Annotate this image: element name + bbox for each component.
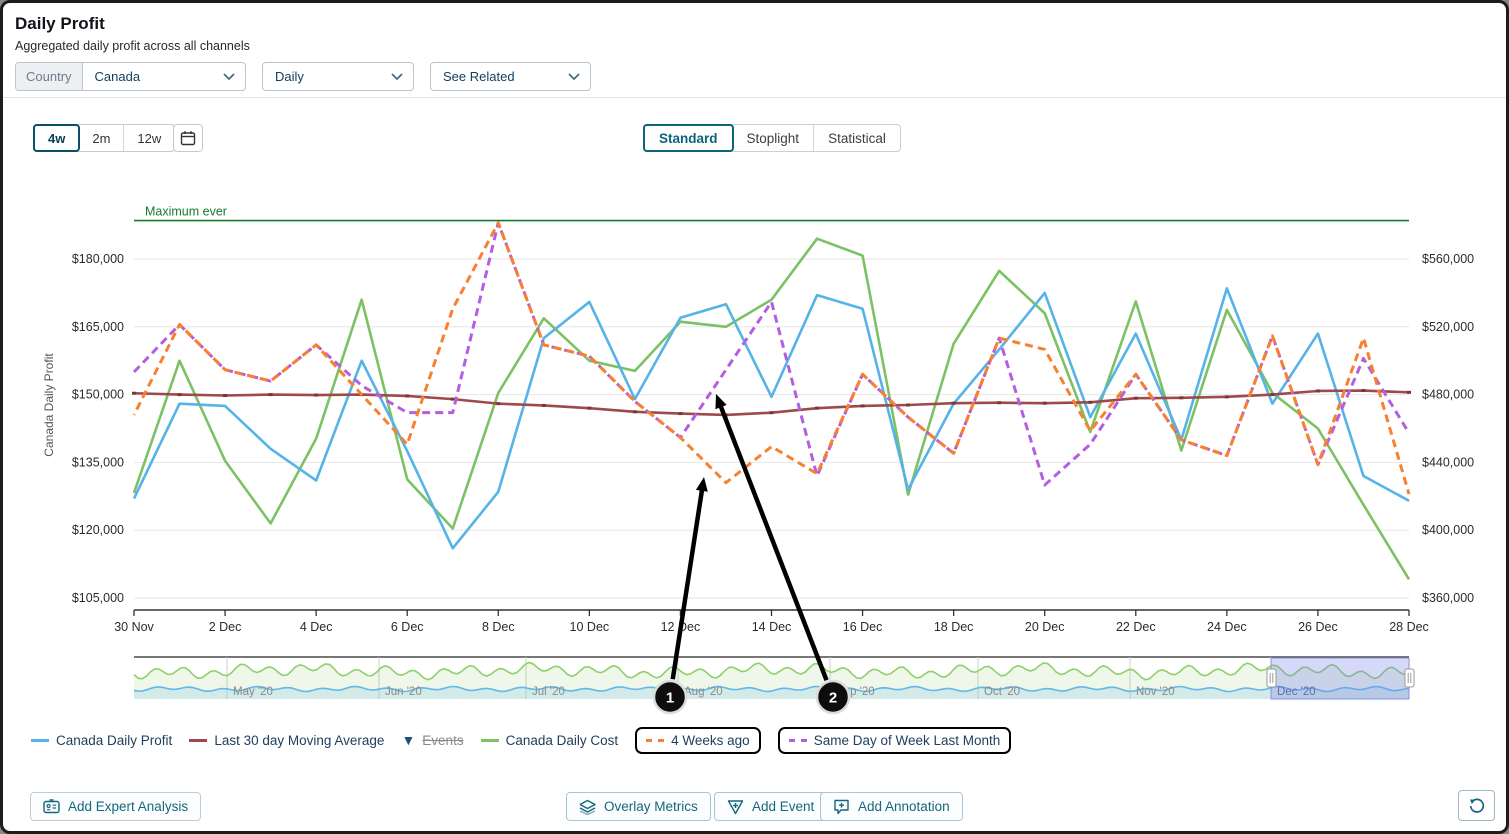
series-canada-daily-profit[interactable] [132,287,1410,550]
filter-row: Country Canada Daily See Related [15,62,591,91]
legend-item-moving-average[interactable]: Last 30 day Moving Average [189,733,384,748]
svg-text:$180,000: $180,000 [72,252,124,266]
series-same-day-of-week-last-month[interactable] [132,221,1411,487]
add-annotation-button[interactable]: Add Annotation [820,792,963,821]
svg-text:Maximum ever: Maximum ever [145,205,227,219]
minimap-month-label: Jul '20 [532,686,565,698]
calendar-icon [180,131,196,146]
add-event-button[interactable]: Add Event [714,792,828,821]
frequency-select[interactable]: Daily [262,62,414,91]
svg-text:22 Dec: 22 Dec [1116,620,1156,634]
svg-text:$360,000: $360,000 [1422,591,1474,605]
series-last-30-day-moving-average[interactable] [133,389,1410,417]
svg-text:26 Dec: 26 Dec [1298,620,1338,634]
layers-icon [579,799,596,815]
svg-text:$480,000: $480,000 [1422,388,1474,402]
series-4-weeks-ago[interactable] [132,221,1411,495]
minimap-selection[interactable] [1270,657,1410,700]
calendar-button[interactable] [173,124,203,152]
svg-text:24 Dec: 24 Dec [1207,620,1247,634]
minimap-month-label: Nov '20 [1136,686,1175,698]
tab-stoplight[interactable]: Stoplight [733,125,815,151]
series-canada-daily-cost[interactable] [132,237,1411,581]
tab-statistical[interactable]: Statistical [814,125,900,151]
svg-text:$400,000: $400,000 [1422,523,1474,537]
svg-text:2 Dec: 2 Dec [209,620,242,634]
svg-text:16 Dec: 16 Dec [843,620,883,634]
minimap-month-label: May '20 [233,686,273,698]
profit-line-swatch [31,738,49,742]
minimap-month-label: Jun '20 [385,686,422,698]
page-title: Daily Profit [15,14,105,33]
country-label: Country [16,63,83,90]
svg-text:$120,000: $120,000 [72,523,124,537]
annotation-bubble-plus-icon [834,799,849,814]
svg-text:$150,000: $150,000 [72,388,124,402]
same-day-last-month-swatch [788,738,807,742]
minimap-month-label: Dec '20 [1277,686,1316,698]
cost-line-swatch [480,738,499,742]
svg-text:18 Dec: 18 Dec [934,620,974,634]
minimap-month-label: Sep '20 [836,686,875,698]
callout-2: 2 [715,394,851,715]
svg-text:10 Dec: 10 Dec [570,620,610,634]
svg-text:1: 1 [666,690,674,707]
minimap-month-label: Aug '20 [684,686,723,698]
chevron-down-icon [223,72,235,81]
svg-text:4 Dec: 4 Dec [300,620,333,634]
country-select[interactable]: Country Canada [15,62,246,91]
legend-item-4-weeks-ago[interactable]: 4 Weeks ago [635,726,761,754]
svg-text:2: 2 [829,690,837,707]
svg-text:$105,000: $105,000 [72,591,124,605]
svg-text:30 Nov: 30 Nov [114,620,154,634]
reset-zoom-button[interactable] [1458,790,1495,821]
tab-standard[interactable]: Standard [643,124,734,152]
see-related-value: See Related [443,69,515,84]
minimap-month-label: Oct '20 [984,686,1020,698]
frequency-value: Daily [275,69,304,84]
chevron-down-icon [391,72,403,81]
triangle-down-icon: ▼ [401,732,416,748]
reset-icon [1469,798,1484,813]
overlay-metrics-button[interactable]: Overlay Metrics [566,792,711,821]
svg-text:$440,000: $440,000 [1422,455,1474,469]
svg-text:Canada Daily Profit: Canada Daily Profit [42,353,56,457]
svg-text:$165,000: $165,000 [72,320,124,334]
event-triangle-plus-icon [727,799,744,814]
range-button-4w[interactable]: 4w [33,124,81,152]
range-button-2m[interactable]: 2m [79,125,125,151]
minimap-brush-handle-left[interactable] [1266,668,1277,688]
see-related-select[interactable]: See Related [430,62,591,91]
chevron-down-icon [568,72,580,81]
header-divider [3,97,1506,98]
chart-legend: Canada Daily Profit Last 30 day Moving A… [31,725,1012,755]
svg-text:$135,000: $135,000 [72,455,124,469]
country-value: Canada [94,69,141,84]
svg-text:14 Dec: 14 Dec [752,620,792,634]
range-segmented-control: 4w 2m 12w [33,124,176,152]
moving-average-swatch [189,738,208,742]
legend-item-cost[interactable]: Canada Daily Cost [480,733,618,748]
svg-text:28 Dec: 28 Dec [1389,620,1429,634]
callout-1: 1 [652,477,708,715]
svg-text:6 Dec: 6 Dec [391,620,424,634]
four-weeks-ago-swatch [646,738,665,742]
svg-text:$560,000: $560,000 [1422,252,1474,266]
page-subtitle: Aggregated daily profit across all chann… [15,39,250,53]
svg-text:20 Dec: 20 Dec [1025,620,1065,634]
legend-item-same-day-last-month[interactable]: Same Day of Week Last Month [777,726,1012,754]
add-expert-analysis-button[interactable]: Add Expert Analysis [30,792,202,821]
svg-text:12 Dec: 12 Dec [661,620,701,634]
svg-text:8 Dec: 8 Dec [482,620,515,634]
view-tabs: Standard Stoplight Statistical [643,124,901,152]
badge-icon [43,799,60,814]
minimap-brush-handle-right[interactable] [1404,668,1415,688]
legend-item-profit[interactable]: Canada Daily Profit [31,733,172,748]
range-button-12w[interactable]: 12w [124,125,174,151]
svg-text:$520,000: $520,000 [1422,320,1474,334]
legend-item-events[interactable]: ▼ Events [401,732,464,748]
